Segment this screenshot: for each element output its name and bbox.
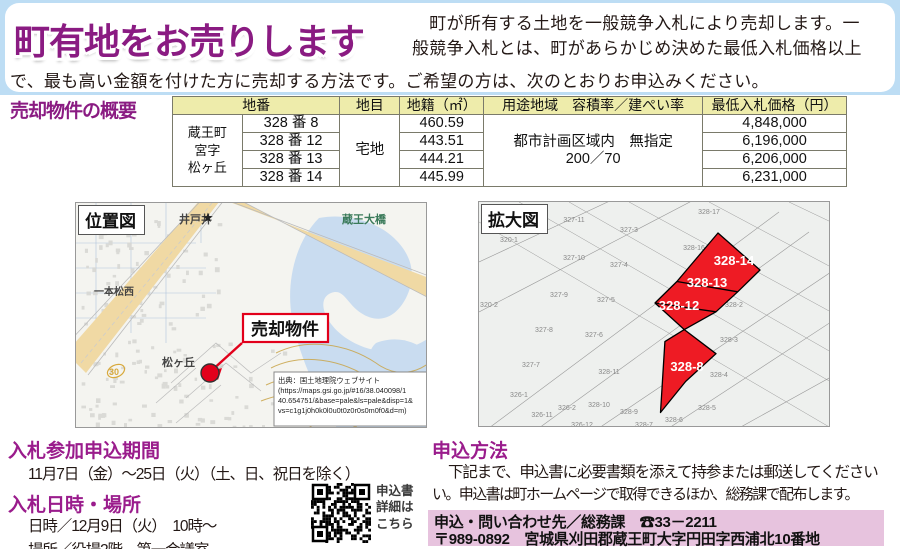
svg-text:326-1: 326-1 [510, 392, 528, 399]
svg-text:328-17: 328-17 [698, 209, 720, 216]
svg-text:一本松西: 一本松西 [94, 285, 134, 298]
svg-text:328-14: 328-14 [714, 253, 755, 268]
svg-text:327-9: 327-9 [550, 292, 568, 299]
svg-text:328-7: 328-7 [635, 422, 653, 427]
svg-text:328-12: 328-12 [659, 298, 699, 313]
svg-text:327-5: 327-5 [597, 297, 615, 304]
svg-text:326-12: 326-12 [571, 422, 593, 427]
svg-text:出典：国土地理院ウェブサイト: 出典：国土地理院ウェブサイト [278, 376, 380, 385]
svg-text:327-7: 327-7 [522, 362, 540, 369]
svg-text:(https://maps.gsi.go.jp/#16/38: (https://maps.gsi.go.jp/#16/38.040098/1 [278, 386, 406, 395]
svg-text:30: 30 [109, 367, 119, 377]
svg-text:328-5: 328-5 [698, 405, 716, 412]
svg-text:40.654751/&base=pale&ls=pale&d: 40.654751/&base=pale&ls=pale&disp=1& [278, 396, 413, 405]
svg-text:売却物件: 売却物件 [251, 319, 319, 339]
svg-text:327-3: 327-3 [620, 227, 638, 234]
svg-text:vs=c1g1j0h0k0l0u0t0z0r0s0m0f0&: vs=c1g1j0h0k0l0u0t0z0r0s0m0f0&d=m) [278, 406, 407, 415]
svg-text:320-2: 320-2 [480, 302, 498, 309]
svg-text:326-11: 326-11 [531, 412, 552, 419]
svg-text:326-2: 326-2 [558, 405, 576, 412]
svg-text:328-2: 328-2 [725, 302, 743, 309]
svg-text:327-4: 327-4 [610, 262, 628, 269]
svg-text:328-11: 328-11 [598, 369, 619, 376]
svg-text:327-10: 327-10 [563, 255, 585, 262]
svg-text:328-10: 328-10 [588, 402, 610, 409]
svg-text:328-8: 328-8 [670, 359, 703, 374]
svg-text:327-6: 327-6 [585, 332, 603, 339]
svg-text:328-4: 328-4 [710, 372, 728, 379]
svg-text:328-3: 328-3 [720, 337, 738, 344]
svg-text:320-1: 320-1 [500, 237, 518, 244]
svg-text:328-9: 328-9 [620, 409, 638, 416]
svg-text:327-8: 327-8 [535, 327, 553, 334]
svg-text:328-6: 328-6 [665, 417, 683, 424]
svg-text:松ヶ丘: 松ヶ丘 [162, 355, 195, 369]
svg-text:蔵王大橋: 蔵王大橋 [342, 212, 387, 226]
svg-text:327-11: 327-11 [563, 217, 584, 224]
svg-text:328-13: 328-13 [687, 275, 727, 290]
svg-text:★: ★ [202, 210, 214, 225]
svg-text:328-16: 328-16 [683, 245, 705, 252]
